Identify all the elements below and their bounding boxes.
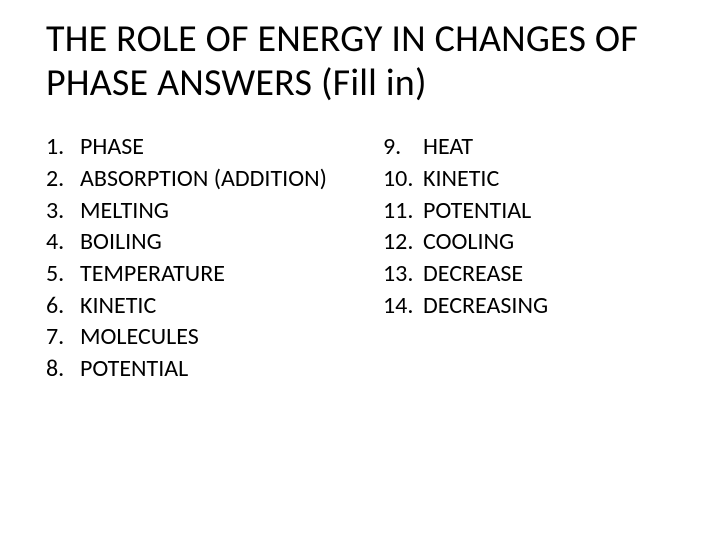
list-item: 4.BOILING [46, 226, 343, 258]
item-number: 4. [46, 226, 80, 258]
item-number: 8. [46, 353, 80, 385]
item-number: 13. [383, 258, 423, 290]
list-item: 13.DECREASE [383, 258, 680, 290]
item-number: 5. [46, 258, 80, 290]
item-number: 7. [46, 321, 80, 353]
item-text: TEMPERATURE [80, 258, 343, 290]
list-item: 14.DECREASING [383, 290, 680, 322]
item-number: 10. [383, 163, 423, 195]
list-item: 10.KINETIC [383, 163, 680, 195]
list-item: 2.ABSORPTION (ADDITION) [46, 163, 343, 195]
item-text: KINETIC [80, 290, 343, 322]
list-item: 6.KINETIC [46, 290, 343, 322]
answers-right-column: 9.HEAT 10.KINETIC 11.POTENTIAL 12.COOLIN… [383, 131, 680, 384]
list-item: 7.MOLECULES [46, 321, 343, 353]
item-text: MOLECULES [80, 321, 343, 353]
item-text: ABSORPTION (ADDITION) [80, 163, 343, 195]
list-item: 5.TEMPERATURE [46, 258, 343, 290]
item-number: 9. [383, 131, 423, 163]
list-item: 1.PHASE [46, 131, 343, 163]
item-text: KINETIC [423, 163, 680, 195]
list-item: 8.POTENTIAL [46, 353, 343, 385]
answers-left-column: 1.PHASE 2.ABSORPTION (ADDITION) 3.MELTIN… [46, 131, 343, 384]
item-text: POTENTIAL [423, 195, 680, 227]
item-text: PHASE [80, 131, 343, 163]
item-text: COOLING [423, 226, 680, 258]
item-number: 12. [383, 226, 423, 258]
item-text: DECREASE [423, 258, 680, 290]
item-number: 2. [46, 163, 80, 195]
item-number: 11. [383, 195, 423, 227]
item-number: 1. [46, 131, 80, 163]
item-text: MELTING [80, 195, 343, 227]
item-number: 14. [383, 290, 423, 322]
slide: THE ROLE OF ENERGY IN CHANGES OF PHASE A… [0, 0, 720, 540]
item-text: BOILING [80, 226, 343, 258]
list-item: 9.HEAT [383, 131, 680, 163]
item-text: HEAT [423, 131, 680, 163]
list-item: 11.POTENTIAL [383, 195, 680, 227]
item-text: DECREASING [423, 290, 680, 322]
item-number: 6. [46, 290, 80, 322]
list-item: 12.COOLING [383, 226, 680, 258]
item-text: POTENTIAL [80, 353, 343, 385]
answer-columns: 1.PHASE 2.ABSORPTION (ADDITION) 3.MELTIN… [46, 131, 680, 384]
item-number: 3. [46, 195, 80, 227]
slide-title: THE ROLE OF ENERGY IN CHANGES OF PHASE A… [46, 18, 680, 105]
list-item: 3.MELTING [46, 195, 343, 227]
